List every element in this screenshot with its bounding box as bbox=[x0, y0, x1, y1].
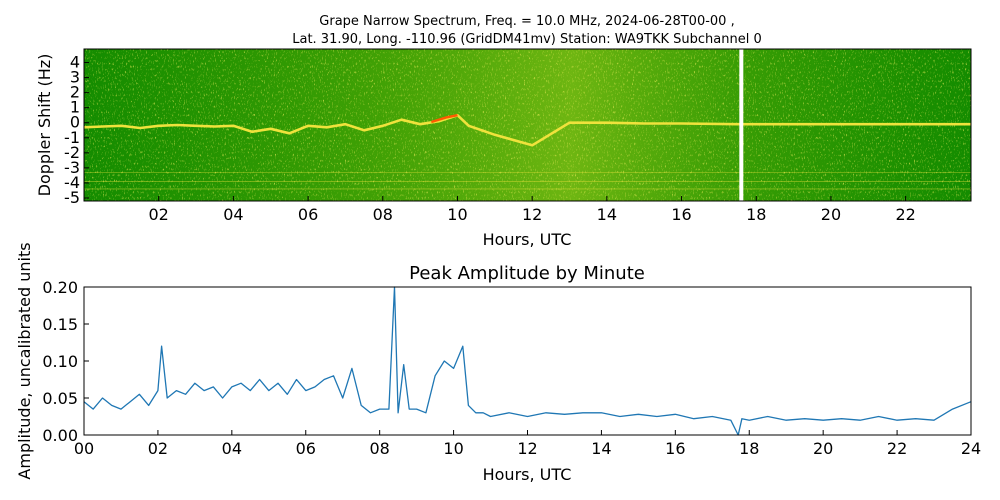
spectrogram-ytick-label: -5 bbox=[64, 188, 80, 207]
spectrogram-xlabel: Hours, UTC bbox=[483, 230, 572, 249]
amplitude-series bbox=[83, 286, 972, 436]
amplitude-panel: Peak Amplitude by Minute 00 02 04 06 08 10 12 1… bbox=[15, 242, 981, 484]
spectrogram-ytick-label: 2 bbox=[70, 83, 80, 102]
spectrogram-frame bbox=[83, 48, 972, 202]
spectrogram-xtick-label: 08 bbox=[373, 205, 393, 224]
amplitude-ytick-label: 0.05 bbox=[42, 389, 78, 408]
spectrogram-xtick-label: 06 bbox=[298, 205, 318, 224]
amplitude-xtick-label: 06 bbox=[296, 439, 316, 458]
amplitude-xtick-label: 16 bbox=[665, 439, 685, 458]
amplitude-ylabel: Amplitude, uncalibrated units bbox=[15, 242, 34, 479]
amplitude-xtick-label: 02 bbox=[148, 439, 168, 458]
spectrogram-ytick-label: 1 bbox=[70, 98, 80, 117]
amplitude-xtick-label: 22 bbox=[887, 439, 907, 458]
spectrogram-xtick-label: 12 bbox=[522, 205, 542, 224]
amplitude-line bbox=[83, 286, 972, 436]
spectrogram-xtick-label: 20 bbox=[821, 205, 841, 224]
amplitude-xtick-label: 08 bbox=[369, 439, 389, 458]
amplitude-xtick-label: 04 bbox=[222, 439, 242, 458]
amplitude-title: Peak Amplitude by Minute bbox=[409, 263, 645, 284]
spectrogram-xtick-label: 22 bbox=[895, 205, 915, 224]
amplitude-xtick-label: 00 bbox=[74, 439, 94, 458]
spectrum-title-line1: Grape Narrow Spectrum, Freq. = 10.0 MHz,… bbox=[319, 14, 734, 29]
spectrum-title-line2: Lat. 31.90, Long. -110.96 (GridDM41mv) S… bbox=[292, 32, 762, 47]
spectrogram-features bbox=[84, 49, 971, 201]
spectrogram-xtick-label: 14 bbox=[597, 205, 617, 224]
amplitude-xtick-label: 10 bbox=[443, 439, 463, 458]
spectrogram-ytick-label: 0 bbox=[70, 113, 80, 132]
amplitude-frame bbox=[83, 286, 972, 436]
amplitude-ytick-label: 0.10 bbox=[42, 352, 78, 371]
spectrogram-xtick-label: 16 bbox=[671, 205, 691, 224]
spectrogram-xtick-label: 04 bbox=[223, 205, 243, 224]
spectrogram-ytick-label: 4 bbox=[70, 53, 80, 72]
spectrogram-xtick-label: 02 bbox=[149, 205, 169, 224]
spectrogram-ytick-label: -3 bbox=[64, 158, 80, 177]
amplitude-xtick-label: 20 bbox=[813, 439, 833, 458]
amplitude-xtick-label: 18 bbox=[739, 439, 759, 458]
amplitude-ytick-label: 0.15 bbox=[42, 315, 78, 334]
spectrogram-xtick-label: 10 bbox=[447, 205, 467, 224]
amplitude-xtick-label: 14 bbox=[591, 439, 611, 458]
spectrogram-ytick-label: -1 bbox=[64, 128, 80, 147]
amplitude-xtick-label: 12 bbox=[517, 439, 537, 458]
spectrogram-carrier-trace bbox=[84, 113, 971, 147]
amplitude-xlabel: Hours, UTC bbox=[483, 465, 572, 484]
spectrogram-xtick-label: 18 bbox=[746, 205, 766, 224]
spectrogram-data-gap bbox=[739, 49, 744, 201]
spectrogram-ylabel: Doppler Shift (Hz) bbox=[35, 54, 54, 197]
amplitude-ytick-label: 0.20 bbox=[42, 278, 78, 297]
amplitude-ytick-label: 0.00 bbox=[42, 426, 78, 445]
spectrogram-ytick-label: 3 bbox=[70, 68, 80, 87]
amplitude-ticks: 00 02 04 06 08 10 12 14 16 18 20 22 24 0.00 0.05 0.10 0.… bbox=[42, 278, 981, 458]
spectrogram-ytick-label: -2 bbox=[64, 143, 80, 162]
spectrogram-peak-trace bbox=[430, 114, 458, 124]
amplitude-xtick-label: 24 bbox=[961, 439, 981, 458]
spectrogram-ytick-label: -4 bbox=[64, 173, 80, 192]
